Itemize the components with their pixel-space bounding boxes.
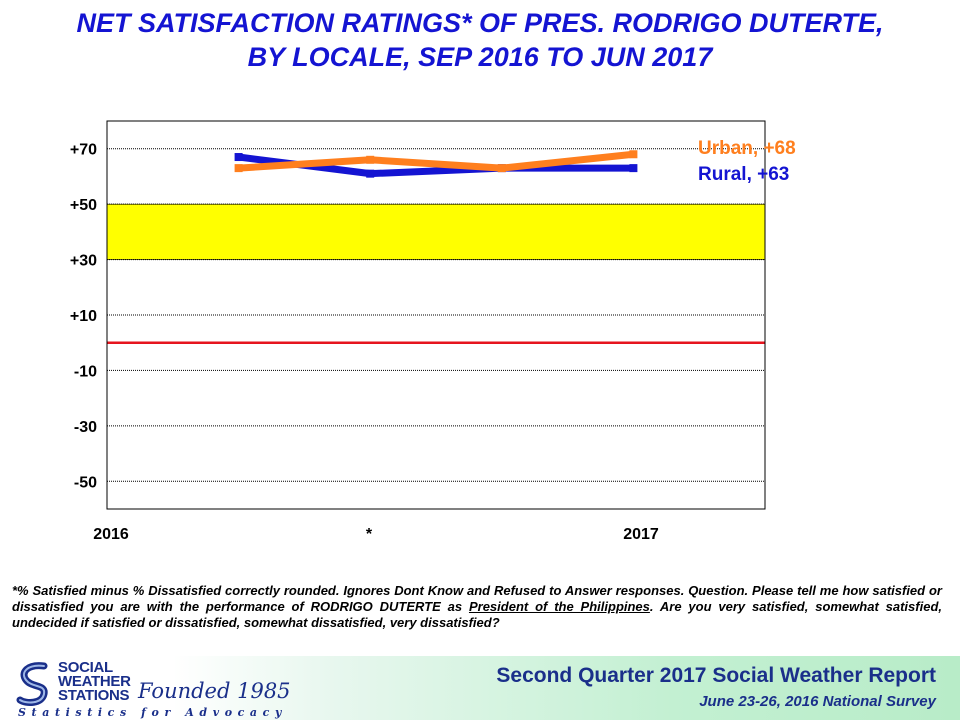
footnote-underlined: President of the Philippines (468, 599, 650, 614)
series-end-label-rural: Rural, +63 (698, 164, 789, 185)
y-tick-label: +10 (70, 308, 97, 325)
x-tick-label: 2016 (93, 526, 129, 543)
plot-frame (106, 120, 766, 510)
x-tick-label: 2017 (623, 526, 659, 543)
highlight-band (107, 204, 765, 260)
chart-title: NET SATISFACTION RATINGS* OF PRES. RODRI… (0, 6, 960, 74)
chart-title-line2: BY LOCALE, SEP 2016 TO JUN 2017 (247, 42, 713, 72)
data-point-rural (629, 164, 638, 173)
logo-line-social: SOCIAL (58, 659, 113, 676)
footnote-text-1: *% Satisfied minus % Dissatisfied correc… (12, 583, 942, 614)
y-tick-label: +50 (70, 197, 97, 214)
data-point-urban (366, 155, 375, 164)
data-point-urban (497, 164, 506, 173)
data-point-rural (234, 153, 243, 162)
y-tick-label: +30 (70, 253, 97, 270)
logo-wordmark: SOCIAL WEATHER STATIONS (58, 659, 131, 704)
footer-bar: SOCIAL WEATHER STATIONS Founded 1985 Sta… (0, 656, 960, 720)
y-tick-label: -30 (74, 419, 97, 436)
report-title: Second Quarter 2017 Social Weather Repor… (496, 664, 936, 687)
logo-line-weather: WEATHER (58, 673, 131, 690)
footnote: *% Satisfied minus % Dissatisfied correc… (12, 583, 942, 631)
series-end-label-urban: Urban, +68 (698, 138, 796, 159)
data-point-rural (366, 169, 375, 178)
line-chart: +70 +50 +30 +10 -10 -30 -50 2016 * 2017 Rural, +63… (70, 120, 796, 543)
footnote-text-2: . Are you very satisfied, somewhat satis… (12, 599, 942, 630)
y-tick-label: -50 (74, 474, 97, 491)
tagline: Statistics for Advocacy (18, 706, 287, 719)
founded-text: Founded 1985 (138, 679, 291, 703)
y-tick-label: +70 (70, 142, 97, 159)
logo-line-stations: STATIONS (58, 687, 130, 704)
x-tick-label: * (366, 526, 373, 543)
series-line-urban (238, 150, 634, 172)
chart-title-line1: NET SATISFACTION RATINGS* OF PRES. RODRI… (76, 8, 884, 38)
data-point-urban (234, 164, 243, 173)
data-point-urban (629, 150, 638, 159)
sws-logo-icon (16, 662, 48, 706)
report-subtitle: June 23-26, 2016 National Survey (699, 693, 936, 710)
y-tick-label: -10 (74, 363, 97, 380)
